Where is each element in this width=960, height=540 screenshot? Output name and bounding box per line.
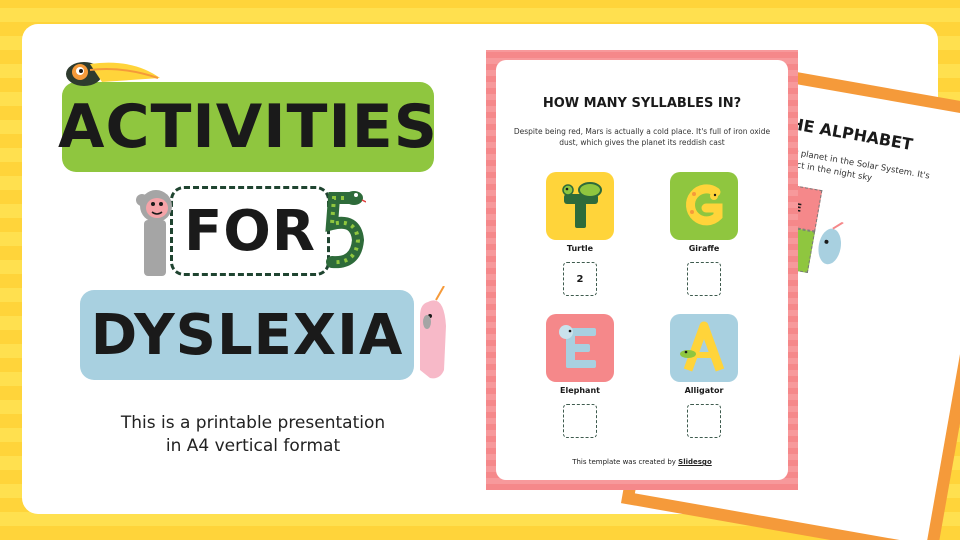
alphabet-worksheet: THE ALPHABET ggest planet in the Solar S… bbox=[620, 55, 960, 540]
elephant-label: Elephant bbox=[560, 386, 600, 395]
monkey-icon bbox=[136, 190, 172, 276]
alligator-tile bbox=[670, 314, 738, 382]
narwhal-icon bbox=[420, 286, 446, 379]
subtitle: This is a printable presentation in A4 v… bbox=[88, 412, 418, 458]
alligator-letter-icon bbox=[680, 321, 725, 372]
elephant-letter-icon bbox=[559, 325, 596, 368]
toucan-icon bbox=[66, 62, 160, 86]
title-line-activities: ACTIVITIES bbox=[58, 82, 437, 172]
syllables-worksheet-title: HOW MANY SYLLABLES IN? bbox=[542, 96, 742, 111]
syllables-text-line-1: Despite being red, Mars is actually a co… bbox=[513, 127, 771, 136]
syllables-text-line-2: dust, which gives the planet its reddish… bbox=[559, 138, 725, 147]
giraffe-tile bbox=[670, 172, 738, 240]
snake-icon bbox=[325, 191, 366, 269]
giraffe-label: Giraffe bbox=[688, 244, 720, 253]
elephant-answer-box[interactable] bbox=[563, 404, 597, 438]
turtle-tile bbox=[546, 172, 614, 240]
alligator-answer-box[interactable] bbox=[687, 404, 721, 438]
alphabet-worksheet-page: THE ALPHABET ggest planet in the Solar S… bbox=[634, 68, 960, 540]
turtle-answer-box[interactable]: 2 bbox=[563, 262, 597, 296]
syllables-worksheet: HOW MANY SYLLABLES IN? Despite being red… bbox=[486, 50, 798, 490]
subtitle-line-2: in A4 vertical format bbox=[165, 436, 341, 456]
turtle-letter-icon bbox=[562, 182, 602, 228]
giraffe-letter-icon bbox=[686, 184, 723, 226]
slidesgo-link[interactable]: Slidesgo bbox=[678, 458, 712, 466]
turtle-label: Turtle bbox=[566, 244, 594, 253]
syllables-worksheet-text: Despite being red, Mars is actually a co… bbox=[510, 126, 774, 148]
subtitle-line-1: This is a printable presentation bbox=[120, 413, 386, 433]
template-credit: This template was created by Slidesgo bbox=[496, 458, 788, 466]
syllables-worksheet-page: HOW MANY SYLLABLES IN? Despite being red… bbox=[496, 60, 788, 480]
credit-prefix: This template was created by bbox=[572, 458, 679, 466]
title-line-dyslexia: DYSLEXIA bbox=[80, 290, 414, 380]
narwhal-icon bbox=[818, 221, 844, 265]
elephant-tile bbox=[546, 314, 614, 382]
title-line-for: FOR bbox=[170, 186, 330, 276]
alligator-label: Alligator bbox=[684, 386, 724, 395]
giraffe-answer-box[interactable] bbox=[687, 262, 721, 296]
